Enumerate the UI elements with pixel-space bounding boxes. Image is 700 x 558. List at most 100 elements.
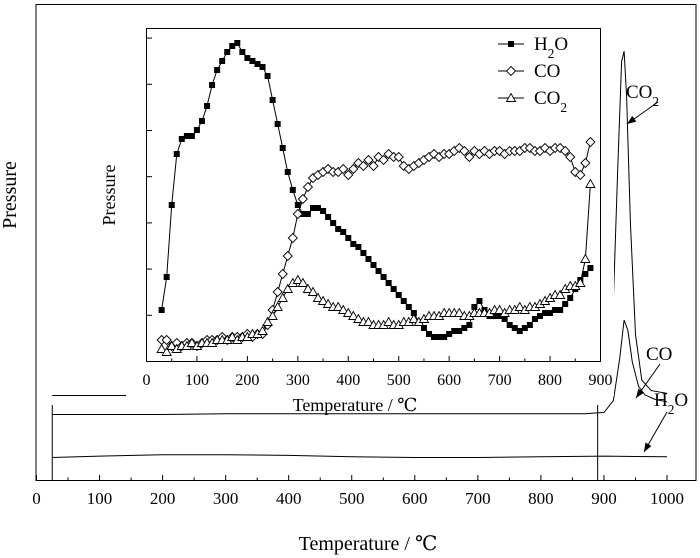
inset-marker-square (506, 322, 513, 328)
inset-marker-triangle (585, 178, 596, 188)
inset-marker-triangle (383, 316, 394, 326)
inset-marker-diamond (580, 157, 591, 169)
inset-markers-co2 (156, 178, 596, 356)
inset-marker-diamond (560, 145, 571, 157)
inset-marker-square (209, 82, 216, 88)
inset-marker-diamond (287, 232, 298, 244)
inset-marker-triangle (312, 292, 324, 302)
main-annotation-arrowhead (644, 442, 652, 452)
inset-marker-diamond (565, 151, 576, 163)
inset-x-tick-label: 800 (538, 372, 562, 389)
inset-marker-square (264, 73, 271, 79)
inset-marker-triangle (408, 313, 420, 323)
inset-marker-triangle (186, 337, 198, 347)
inset-marker-square (466, 322, 473, 328)
inset-marker-triangle (317, 295, 329, 305)
inset-marker-square (370, 262, 377, 268)
main-annotation-label: CO (646, 344, 672, 365)
inset-marker-square (224, 49, 231, 55)
inset-marker-square (410, 310, 417, 316)
inset-marker-square (239, 49, 246, 55)
main-x-tick-label: 700 (465, 489, 491, 508)
legend-label: H2O (534, 34, 568, 61)
main-annotation-arrowhead (636, 388, 645, 398)
main-x-tick-label: 400 (276, 489, 302, 508)
inset-marker-triangle (262, 316, 273, 326)
inset-marker-square (335, 226, 342, 232)
inset-marker-triangle (337, 304, 349, 314)
inset-marker-square (234, 40, 241, 46)
inset-marker-square (552, 307, 559, 313)
inset-marker-square (244, 55, 251, 61)
inset-marker-square (380, 274, 387, 280)
inset-marker-square (582, 271, 589, 277)
legend-label: CO2 (534, 88, 567, 115)
inset-marker-triangle (267, 310, 278, 320)
inset-marker-square (587, 265, 594, 271)
inset-marker-square (471, 304, 478, 310)
inset-marker-diamond (575, 169, 586, 181)
inset-x-tick-label: 600 (437, 372, 461, 389)
inset-marker-square (516, 328, 523, 334)
inset-marker-square (547, 310, 554, 316)
inset-marker-square (436, 334, 443, 340)
inset-marker-square (526, 322, 533, 328)
inset-marker-diamond (282, 250, 293, 262)
inset-marker-diamond (585, 136, 596, 148)
inset-marker-diamond (297, 193, 309, 205)
main-series-h2o (52, 454, 668, 458)
inset-marker-diamond (302, 181, 314, 193)
inset-marker-square (491, 313, 498, 319)
inset-marker-diamond (358, 160, 369, 172)
inset-marker-square (446, 331, 453, 337)
inset-marker-square (315, 205, 322, 211)
inset-marker-square (204, 103, 211, 109)
inset-marker-square (173, 151, 180, 157)
inset-marker-diamond (343, 169, 354, 181)
inset-marker-diamond (393, 151, 404, 163)
inset-marker-square (508, 41, 514, 47)
main-annotation-label: CO2 (626, 82, 659, 109)
main-x-tick-label: 200 (150, 489, 176, 508)
inset-marker-triangle (348, 310, 359, 320)
inset-marker-square (219, 58, 226, 64)
inset-marker-square (375, 268, 382, 274)
inset-marker-square (425, 331, 432, 337)
inset-marker-triangle (272, 301, 283, 311)
main-x-axis-title: Temperature / ℃ (299, 533, 438, 555)
inset-x-tick-label: 700 (488, 372, 512, 389)
main-series-co (52, 319, 668, 415)
inset-marker-triangle (363, 316, 374, 326)
inset-marker-triangle (156, 343, 167, 353)
inset-marker-triangle (353, 313, 364, 323)
inset-axis-ticks: 0 100 200 300 400 500 600 700 800 900 (143, 37, 613, 389)
inset-marker-diamond (378, 154, 389, 166)
inset-marker-square (501, 316, 508, 322)
inset-marker-triangle (343, 307, 354, 317)
inset-marker-triangle (297, 277, 309, 287)
inset-marker-diamond (459, 145, 470, 157)
inset-marker-square (325, 214, 332, 220)
inset-marker-square (168, 202, 175, 208)
inset-x-tick-label: 100 (185, 372, 209, 389)
inset-marker-triangle (161, 346, 172, 356)
inset-marker-square (390, 286, 397, 292)
inset-x-tick-label: 400 (336, 372, 360, 389)
inset-marker-diamond (505, 65, 517, 77)
inset-marker-triangle (282, 283, 294, 293)
inset-marker-triangle (575, 277, 586, 287)
main-x-tick-label: 500 (339, 489, 365, 508)
inset-marker-square (476, 298, 483, 304)
legend-label: CO (534, 61, 560, 82)
inset-marker-triangle (322, 298, 334, 308)
inset-marker-square (420, 325, 427, 331)
inset-marker-square (188, 133, 195, 139)
inset-marker-square (269, 97, 276, 103)
inset-marker-diamond (292, 208, 303, 220)
inset-marker-square (193, 127, 200, 133)
inset-marker-square (229, 43, 236, 49)
inset-marker-square (405, 304, 412, 310)
inset-marker-square (320, 208, 327, 214)
